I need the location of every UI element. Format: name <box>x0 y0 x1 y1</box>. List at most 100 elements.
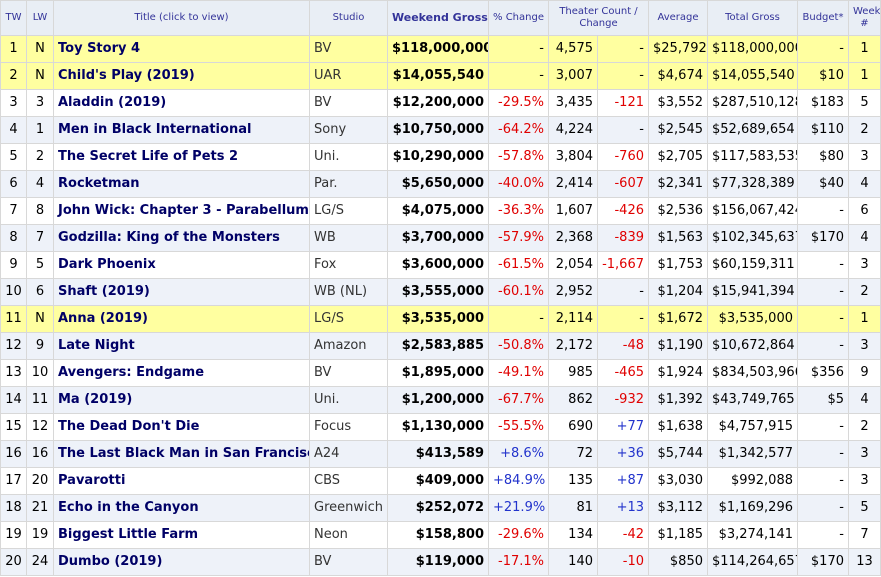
theater-count-cell: 2,368 <box>548 224 598 252</box>
week-number-cell: 3 <box>848 332 881 360</box>
rank-last-week-cell: 2 <box>26 143 54 171</box>
studio-cell: Sony <box>309 116 388 144</box>
table-row: 9 5 Dark Phoenix Fox $3,600,000 -61.5% 2,054 -1… <box>0 251 881 279</box>
rank-this-week-cell: 12 <box>0 332 27 360</box>
theater-change-cell: +87 <box>597 467 649 495</box>
studio-cell: BV <box>309 548 388 576</box>
percent-change-cell: -49.1% <box>488 359 549 387</box>
header-theater-count-label: Theater Count / <box>559 6 638 17</box>
movie-title-link[interactable]: Ma (2019) <box>58 392 133 407</box>
header-title[interactable]: Title (click to view) <box>53 0 310 36</box>
movie-title-cell[interactable]: Aladdin (2019) <box>53 89 310 117</box>
weekend-gross-cell: $10,750,000 <box>387 116 489 144</box>
table-row: 10 6 Shaft (2019) WB (NL) $3,555,000 -60.1% 2,… <box>0 278 881 306</box>
movie-title-link[interactable]: John Wick: Chapter 3 - Parabellum <box>58 203 309 218</box>
movie-title-cell[interactable]: Avengers: Endgame <box>53 359 310 387</box>
movie-title-cell[interactable]: The Dead Don't Die <box>53 413 310 441</box>
theater-count-cell: 3,007 <box>548 62 598 90</box>
movie-title-link[interactable]: Men in Black International <box>58 122 252 137</box>
movie-title-link[interactable]: Dumbo (2019) <box>58 554 163 569</box>
movie-title-cell[interactable]: Ma (2019) <box>53 386 310 414</box>
rank-this-week-cell: 19 <box>0 521 27 549</box>
header-budget: Budget* <box>797 0 849 36</box>
rank-this-week-cell: 14 <box>0 386 27 414</box>
header-pct-change: % Change <box>488 0 549 36</box>
theater-count-cell: 135 <box>548 467 598 495</box>
budget-cell: - <box>797 332 849 360</box>
movie-title-cell[interactable]: Dark Phoenix <box>53 251 310 279</box>
weekend-gross-cell: $5,650,000 <box>387 170 489 198</box>
rank-this-week-cell: 18 <box>0 494 27 522</box>
week-number-cell: 2 <box>848 116 881 144</box>
movie-title-cell[interactable]: Men in Black International <box>53 116 310 144</box>
movie-title-cell[interactable]: Pavarotti <box>53 467 310 495</box>
total-gross-cell: $3,535,000 <box>707 305 798 333</box>
rank-last-week-cell: 6 <box>26 278 54 306</box>
movie-title-cell[interactable]: The Secret Life of Pets 2 <box>53 143 310 171</box>
movie-title-link[interactable]: The Dead Don't Die <box>58 419 200 434</box>
movie-title-cell[interactable]: The Last Black Man in San Francisco <box>53 440 310 468</box>
movie-title-cell[interactable]: Godzilla: King of the Monsters <box>53 224 310 252</box>
movie-title-cell[interactable]: Child's Play (2019) <box>53 62 310 90</box>
percent-change-cell: -36.3% <box>488 197 549 225</box>
theater-change-cell: -42 <box>597 521 649 549</box>
average-cell: $1,185 <box>648 521 708 549</box>
percent-change-cell: +8.6% <box>488 440 549 468</box>
theater-change-cell: - <box>597 35 649 63</box>
movie-title-link[interactable]: Aladdin (2019) <box>58 95 167 110</box>
movie-title-cell[interactable]: Shaft (2019) <box>53 278 310 306</box>
movie-title-link[interactable]: Child's Play (2019) <box>58 68 195 83</box>
movie-title-cell[interactable]: Anna (2019) <box>53 305 310 333</box>
movie-title-link[interactable]: Late Night <box>58 338 135 353</box>
average-cell: $1,672 <box>648 305 708 333</box>
weekend-gross-cell: $158,800 <box>387 521 489 549</box>
header-week-num-label: # <box>860 18 869 29</box>
total-gross-cell: $102,345,637 <box>707 224 798 252</box>
movie-title-cell[interactable]: Dumbo (2019) <box>53 548 310 576</box>
movie-title-link[interactable]: Anna (2019) <box>58 311 148 326</box>
percent-change-cell: -50.8% <box>488 332 549 360</box>
average-cell: $5,744 <box>648 440 708 468</box>
theater-count-cell: 72 <box>548 440 598 468</box>
movie-title-link[interactable]: Shaft (2019) <box>58 284 150 299</box>
movie-title-cell[interactable]: Toy Story 4 <box>53 35 310 63</box>
movie-title-link[interactable]: The Last Black Man in San Francisco <box>58 446 310 461</box>
theater-count-cell: 862 <box>548 386 598 414</box>
movie-title-link[interactable]: Rocketman <box>58 176 140 191</box>
total-gross-cell: $77,328,389 <box>707 170 798 198</box>
week-number-cell: 5 <box>848 89 881 117</box>
movie-title-cell[interactable]: Biggest Little Farm <box>53 521 310 549</box>
percent-change-cell: -40.0% <box>488 170 549 198</box>
budget-cell: $170 <box>797 548 849 576</box>
week-number-cell: 6 <box>848 197 881 225</box>
movie-title-link[interactable]: Avengers: Endgame <box>58 365 205 380</box>
header-studio: Studio <box>309 0 388 36</box>
movie-title-cell[interactable]: Echo in the Canyon <box>53 494 310 522</box>
movie-title-cell[interactable]: Rocketman <box>53 170 310 198</box>
theater-count-cell: 985 <box>548 359 598 387</box>
weekend-gross-cell: $3,535,000 <box>387 305 489 333</box>
table-row: 5 2 The Secret Life of Pets 2 Uni. $10,290,0… <box>0 143 881 171</box>
total-gross-cell: $15,941,394 <box>707 278 798 306</box>
movie-title-link[interactable]: The Secret Life of Pets 2 <box>58 149 239 164</box>
movie-title-link[interactable]: Toy Story 4 <box>58 41 141 56</box>
movie-title-link[interactable]: Biggest Little Farm <box>58 527 199 542</box>
rank-last-week-cell: 7 <box>26 224 54 252</box>
theater-change-cell: -426 <box>597 197 649 225</box>
movie-title-cell[interactable]: Late Night <box>53 332 310 360</box>
average-cell: $2,536 <box>648 197 708 225</box>
movie-title-link[interactable]: Godzilla: King of the Monsters <box>58 230 280 245</box>
average-cell: $1,392 <box>648 386 708 414</box>
budget-cell: $80 <box>797 143 849 171</box>
rank-last-week-cell: 1 <box>26 116 54 144</box>
rank-this-week-cell: 3 <box>0 89 27 117</box>
movie-title-cell[interactable]: John Wick: Chapter 3 - Parabellum <box>53 197 310 225</box>
total-gross-cell: $992,088 <box>707 467 798 495</box>
rank-last-week-cell: N <box>26 35 54 63</box>
budget-cell: $10 <box>797 62 849 90</box>
movie-title-link[interactable]: Dark Phoenix <box>58 257 156 272</box>
movie-title-link[interactable]: Pavarotti <box>58 473 126 488</box>
header-weekend-gross: Weekend Gross <box>387 0 489 36</box>
percent-change-cell: -57.9% <box>488 224 549 252</box>
movie-title-link[interactable]: Echo in the Canyon <box>58 500 199 515</box>
